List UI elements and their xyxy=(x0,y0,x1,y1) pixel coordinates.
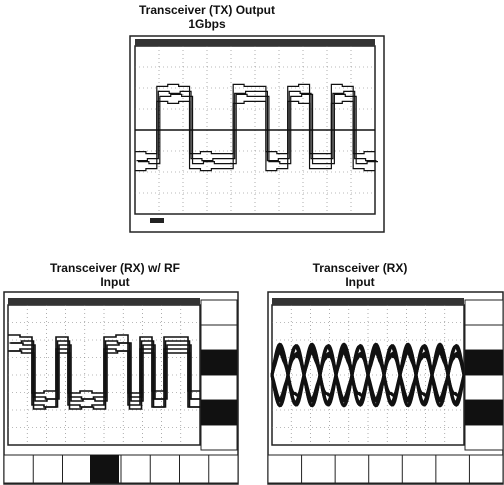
figure: Transceiver (TX) Output 1Gbps Transceive… xyxy=(0,0,504,485)
scope-header xyxy=(272,298,464,305)
scope-softkeys xyxy=(268,455,503,483)
scope-header xyxy=(135,39,375,46)
figure-title: Transceiver (TX) Output xyxy=(139,3,275,17)
scope-menu-block xyxy=(201,350,237,375)
scope-menu-block xyxy=(201,400,237,425)
scope-menu-block xyxy=(465,400,503,425)
figure-title: Transceiver (RX) w/ RF xyxy=(50,261,180,275)
scope-status xyxy=(150,218,164,223)
figure-subtitle: Input xyxy=(345,275,374,289)
figure-title: Transceiver (RX) xyxy=(313,261,408,275)
softkey-active xyxy=(90,455,119,483)
figure-subtitle: 1Gbps xyxy=(188,17,226,31)
figure-page: Transceiver (TX) Output 1Gbps Transceive… xyxy=(0,0,504,485)
scope-header xyxy=(8,298,200,305)
scope-menu-block xyxy=(465,350,503,375)
figure-subtitle: Input xyxy=(100,275,129,289)
